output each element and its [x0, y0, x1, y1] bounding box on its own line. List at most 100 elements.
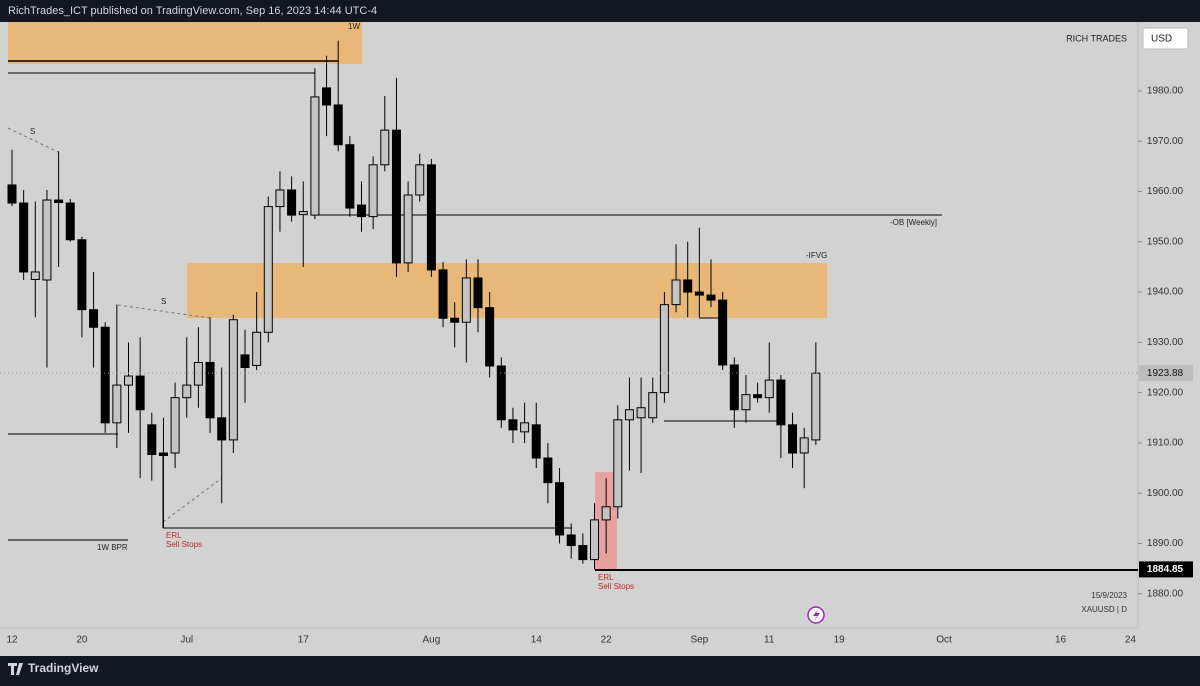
candle-body	[555, 482, 565, 536]
candle-body	[543, 457, 553, 484]
candle-body	[170, 397, 180, 454]
candle-body	[54, 199, 64, 204]
candle-body	[648, 392, 658, 419]
dashed-line	[162, 477, 223, 523]
candle-body	[77, 239, 87, 311]
y-tick-label: 1910.00	[1147, 438, 1184, 449]
footer-logo	[8, 663, 23, 675]
annotation: S	[161, 297, 166, 306]
level-price-label: 1884.85	[1147, 564, 1184, 575]
candle-body	[450, 317, 460, 323]
candle-body	[531, 424, 541, 459]
x-tick-label: Oct	[936, 635, 952, 646]
candle-body	[520, 422, 530, 433]
annotation: ERL	[598, 573, 614, 582]
annotation: Sell Stops	[166, 540, 202, 549]
annotation: ERL	[166, 531, 182, 540]
header-bar	[0, 0, 1200, 22]
zone	[187, 263, 827, 318]
candle-body	[764, 379, 774, 399]
candle-body	[158, 452, 168, 457]
replay-icon-bolt	[813, 609, 820, 621]
candle-body	[485, 307, 495, 367]
candle-body	[333, 104, 343, 146]
candle-body	[461, 277, 471, 323]
candle-body	[100, 326, 110, 424]
x-tick-label: Aug	[423, 635, 441, 646]
publisher: RichTrades_ICT published on TradingView.…	[8, 5, 377, 17]
zone	[8, 22, 362, 64]
candle-body	[7, 184, 17, 204]
candle-body	[659, 304, 669, 394]
candle-body	[124, 375, 133, 386]
last-price-label: 1923.88	[1147, 368, 1184, 379]
candle-body	[357, 204, 366, 218]
y-tick-label: 1960.00	[1147, 186, 1184, 197]
candle-body	[613, 419, 623, 508]
candle-body	[403, 194, 413, 264]
y-tick-label: 1880.00	[1147, 588, 1184, 599]
currency[interactable]: USD	[1151, 34, 1172, 45]
candle-body	[706, 294, 716, 301]
candle-body	[426, 164, 436, 271]
candle-body	[438, 269, 448, 319]
candle-body	[147, 424, 157, 455]
y-tick-label: 1930.00	[1147, 337, 1184, 348]
y-tick-label: 1950.00	[1147, 236, 1184, 247]
candle-body	[624, 409, 634, 421]
annotation: 1W	[348, 22, 360, 31]
candle-body	[473, 277, 483, 309]
x-tick-label: 20	[76, 635, 88, 646]
candle-body	[601, 506, 611, 521]
candle-body	[112, 384, 122, 424]
date-label: 15/9/2023	[1091, 591, 1127, 600]
candle-body	[65, 202, 75, 241]
candle-body	[30, 271, 40, 280]
candle-body	[263, 206, 273, 333]
candle-body	[380, 129, 390, 166]
annotation: S	[30, 127, 35, 136]
candle-body	[193, 361, 203, 386]
candle-body	[811, 372, 821, 441]
candle-body	[694, 291, 704, 296]
candle-body	[240, 354, 250, 368]
annotation: -IFVG	[806, 251, 827, 260]
x-tick-label: Jul	[180, 635, 193, 646]
candle-body	[391, 129, 401, 264]
annotation: 1W BPR	[97, 543, 128, 552]
candle-body	[683, 279, 693, 293]
candle-body	[788, 424, 798, 454]
candle-body	[345, 144, 355, 209]
x-tick-label: Sep	[690, 635, 708, 646]
candle-body	[590, 519, 599, 561]
x-tick-label: 11	[764, 635, 775, 646]
y-tick-label: 1900.00	[1147, 488, 1184, 499]
candle-body	[275, 189, 285, 208]
candle-body	[228, 319, 238, 441]
candle-body	[671, 279, 681, 306]
level-price-box	[1139, 561, 1193, 578]
currency-button[interactable]	[1142, 27, 1189, 50]
candle-body	[776, 379, 786, 426]
candle-body	[566, 534, 576, 547]
candle-body	[182, 384, 192, 399]
candle-body	[89, 309, 99, 328]
candle-body	[252, 331, 262, 366]
candle-body	[322, 87, 332, 106]
candle-body	[42, 199, 52, 281]
candle-body	[415, 164, 425, 196]
candle-body	[496, 365, 506, 421]
candle-body	[19, 202, 29, 273]
brand-label: RICH TRADES	[1066, 33, 1127, 43]
footer-brand: TradingView	[28, 661, 99, 675]
x-tick-label: 14	[531, 635, 543, 646]
candle-body	[310, 96, 320, 216]
candle-body	[368, 164, 378, 218]
candle-body	[205, 361, 215, 419]
y-tick-label: 1980.00	[1147, 86, 1184, 97]
candle-body	[578, 545, 588, 561]
last-price-box	[1139, 365, 1193, 382]
x-tick-label: 17	[298, 635, 310, 646]
x-tick-label: 16	[1055, 635, 1067, 646]
